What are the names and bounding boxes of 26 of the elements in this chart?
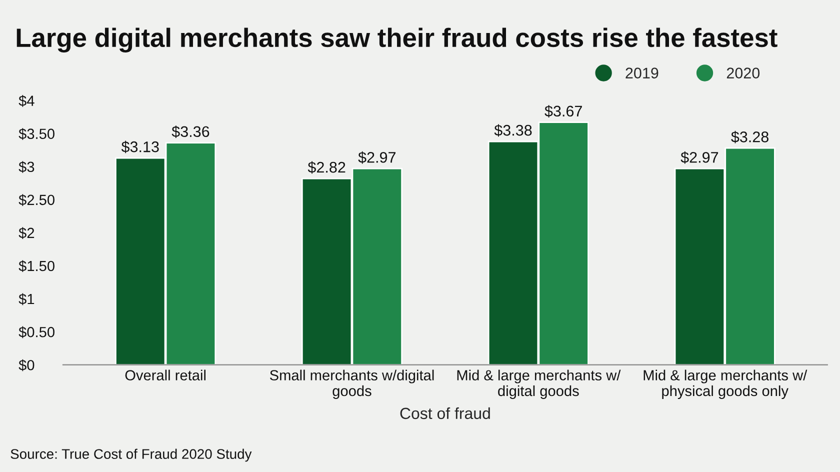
x-tick-label: Mid & large merchants w/ physical goods only — [644, 370, 808, 400]
y-tick-label: $3 — [18, 161, 34, 173]
data-label: $2.82 — [308, 161, 346, 174]
y-tick-label: $1.50 — [18, 260, 54, 272]
x-tick-label: Small merchants w/digital goods — [270, 370, 434, 400]
x-tick-label: Overall retail — [125, 370, 206, 380]
x-axis-title: Cost of fraud — [400, 407, 490, 420]
data-label: $3.28 — [731, 130, 768, 144]
data-label: $3.38 — [494, 124, 532, 137]
data-label: $3.67 — [544, 105, 582, 118]
y-tick-label: $0.50 — [18, 326, 54, 338]
y-tick-label: $2 — [18, 227, 34, 239]
y-tick-label: $2.50 — [18, 194, 54, 206]
legend-label: 2019 — [626, 68, 658, 78]
data-label: $3.13 — [121, 140, 159, 154]
chart-title: Large digital merchants saw their fraud costs rise the fastest — [16, 28, 778, 52]
data-label: $2.97 — [680, 151, 718, 164]
source-note: Source: True Cost of Fraud 2020 Study — [10, 448, 252, 462]
y-tick-label: $1 — [18, 293, 34, 306]
data-label: $3.36 — [172, 126, 210, 138]
y-tick-label: $3.50 — [18, 128, 54, 140]
y-tick-label: $0 — [18, 359, 34, 372]
y-tick-label: $4 — [18, 95, 34, 107]
x-tick-label: Mid & large merchants w/ digital goods — [457, 370, 621, 400]
legend-label: 2020 — [726, 68, 760, 78]
data-label: $2.97 — [358, 151, 396, 164]
